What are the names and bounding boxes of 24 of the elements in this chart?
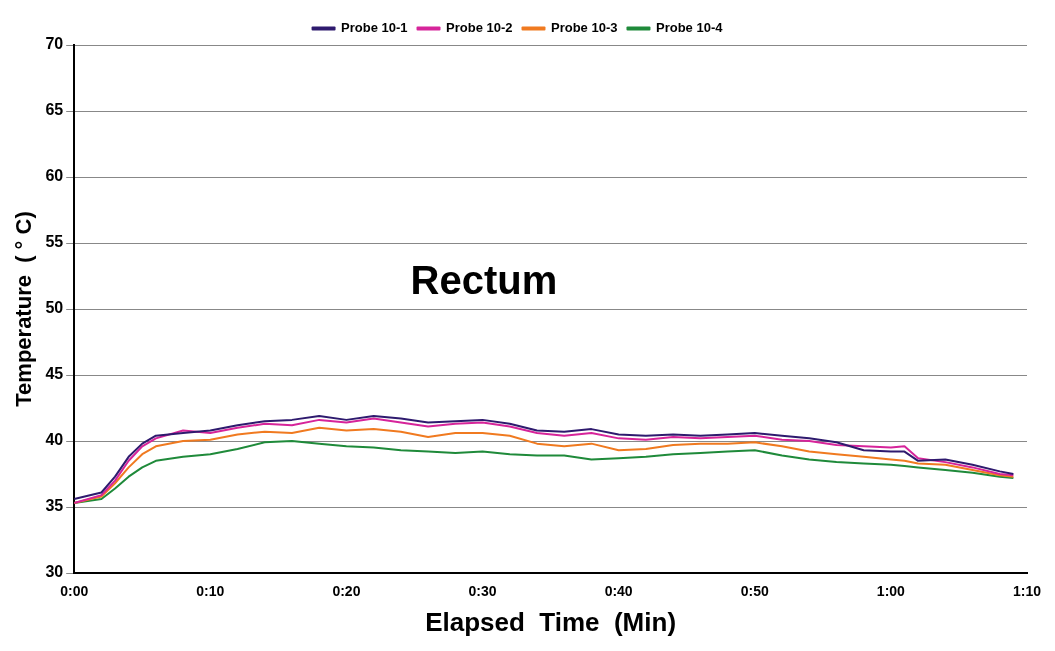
y-axis-title: Temperature ( ° C) <box>11 211 37 407</box>
x-axis-title: Elapsed Time (Min) <box>425 606 677 637</box>
x-tick-label: 0:30 <box>468 583 497 600</box>
legend-label: Probe 10-2 <box>446 20 513 36</box>
y-tick-label: 35 <box>45 497 64 515</box>
y-tick-label: 40 <box>45 431 64 449</box>
y-tick-label: 55 <box>45 233 64 251</box>
y-tick-label: 65 <box>45 101 64 119</box>
y-tick-label: 70 <box>45 35 64 53</box>
annotation: Rectum <box>410 257 558 302</box>
x-tick-label: 0:00 <box>60 583 89 600</box>
y-tick-label: 45 <box>45 365 64 383</box>
x-tick-label: 1:10 <box>1012 583 1042 600</box>
y-tick-label: 60 <box>45 167 64 185</box>
y-tick-label: 50 <box>45 299 64 317</box>
x-tick-label: 0:20 <box>332 583 361 600</box>
x-tick-label: 0:50 <box>740 583 769 600</box>
x-tick-label: 1:00 <box>876 583 906 600</box>
x-tick-label: 0:10 <box>196 583 225 600</box>
legend-label: Probe 10-1 <box>341 20 408 36</box>
legend-label: Probe 10-4 <box>655 20 724 36</box>
legend-label: Probe 10-3 <box>551 20 618 36</box>
y-tick-label: 30 <box>45 563 64 581</box>
x-tick-label: 0:40 <box>604 583 633 600</box>
